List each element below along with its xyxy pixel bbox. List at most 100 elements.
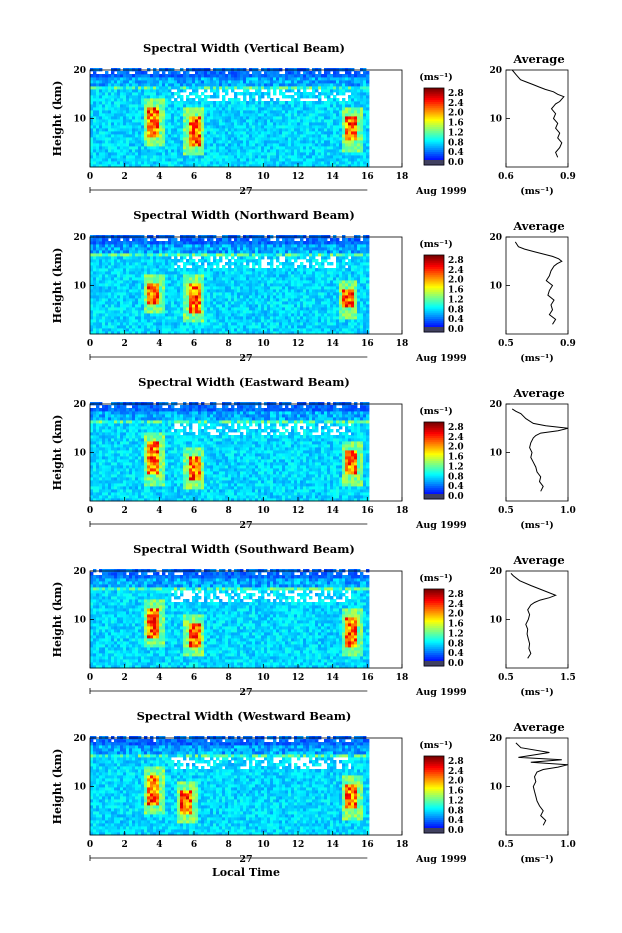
heatmap-cell bbox=[114, 104, 117, 107]
heatmap-cell bbox=[246, 280, 249, 283]
heatmap-cell bbox=[348, 310, 351, 313]
heatmap-cell bbox=[321, 328, 324, 331]
heatmap-cell bbox=[315, 140, 318, 143]
heatmap-cell bbox=[270, 271, 273, 274]
heatmap-cell bbox=[309, 316, 312, 319]
heatmap-cell bbox=[219, 116, 222, 119]
heatmap-cell bbox=[297, 146, 300, 149]
heatmap-cell bbox=[138, 158, 141, 161]
heatmap-cell bbox=[285, 277, 288, 280]
heatmap-cell bbox=[207, 325, 210, 328]
heatmap-cell bbox=[93, 310, 96, 313]
heatmap-cell bbox=[249, 307, 252, 310]
heatmap-cell bbox=[327, 125, 330, 128]
heatmap-cell bbox=[177, 319, 180, 322]
heatmap-cell bbox=[330, 277, 333, 280]
heatmap-cell bbox=[141, 286, 144, 289]
heatmap-cell bbox=[255, 116, 258, 119]
heatmap-cell bbox=[141, 158, 144, 161]
heatmap-cell bbox=[105, 283, 108, 286]
heatmap-cell bbox=[162, 77, 165, 80]
heatmap-cell bbox=[267, 319, 270, 322]
heatmap-cell bbox=[243, 71, 246, 74]
heatmap-cell bbox=[309, 143, 312, 146]
heatmap-cell bbox=[102, 304, 105, 307]
heatmap-cell bbox=[345, 292, 348, 295]
heatmap-cell bbox=[153, 131, 156, 134]
heatmap-cell bbox=[144, 110, 147, 113]
heatmap-cell bbox=[264, 107, 267, 110]
heatmap-cell bbox=[186, 146, 189, 149]
heatmap-cell bbox=[117, 128, 120, 131]
heatmap-cell bbox=[126, 89, 129, 92]
heatmap-cell bbox=[201, 146, 204, 149]
heatmap-cell bbox=[234, 161, 237, 164]
heatmap-cell bbox=[276, 307, 279, 310]
heatmap-cell bbox=[210, 125, 213, 128]
heatmap-cell bbox=[198, 95, 201, 98]
heatmap-cell bbox=[138, 125, 141, 128]
heatmap-cell bbox=[174, 155, 177, 158]
heatmap-cell bbox=[183, 271, 186, 274]
heatmap-cell bbox=[213, 319, 216, 322]
heatmap-cell bbox=[234, 80, 237, 83]
heatmap-cell bbox=[105, 304, 108, 307]
heatmap-cell bbox=[357, 295, 360, 298]
heatmap-cell bbox=[339, 107, 342, 110]
heatmap-cell bbox=[114, 158, 117, 161]
heatmap-cell bbox=[279, 125, 282, 128]
heatmap-cell bbox=[144, 119, 147, 122]
heatmap-cell bbox=[201, 313, 204, 316]
heatmap-cell bbox=[162, 313, 165, 316]
heatmap-cell bbox=[279, 316, 282, 319]
heatmap-cell bbox=[180, 283, 183, 286]
heatmap-cell bbox=[336, 286, 339, 289]
heatmap-cell bbox=[144, 104, 147, 107]
heatmap-cell bbox=[327, 146, 330, 149]
heatmap-cell bbox=[306, 155, 309, 158]
heatmap-cell bbox=[156, 107, 159, 110]
heatmap-cell bbox=[324, 313, 327, 316]
heatmap-cell bbox=[225, 316, 228, 319]
heatmap-cell bbox=[312, 125, 315, 128]
heatmap-cell bbox=[291, 155, 294, 158]
heatmap-cell bbox=[108, 283, 111, 286]
heatmap-cell bbox=[363, 80, 366, 83]
heatmap-cell bbox=[276, 113, 279, 116]
heatmap-cell bbox=[348, 286, 351, 289]
average-x-tick-label: 0.6 bbox=[498, 172, 514, 182]
heatmap-cell bbox=[258, 140, 261, 143]
heatmap-cell bbox=[279, 283, 282, 286]
heatmap-cell bbox=[234, 313, 237, 316]
heatmap-cell bbox=[363, 271, 366, 274]
heatmap-cell bbox=[318, 161, 321, 164]
heatmap-cell bbox=[198, 110, 201, 113]
heatmap-cell bbox=[333, 95, 336, 98]
heatmap-cell bbox=[312, 101, 315, 104]
heatmap-cell bbox=[186, 283, 189, 286]
heatmap-cell bbox=[204, 134, 207, 137]
heatmap-cell bbox=[330, 310, 333, 313]
heatmap-cell bbox=[255, 283, 258, 286]
heatmap-cell bbox=[255, 89, 258, 92]
heatmap-cell bbox=[150, 161, 153, 164]
heatmap-cell bbox=[195, 286, 198, 289]
heatmap-cell bbox=[177, 116, 180, 119]
heatmap-cell bbox=[312, 122, 315, 125]
heatmap-cell bbox=[90, 134, 93, 137]
heatmap-cell bbox=[285, 77, 288, 80]
heatmap-cell bbox=[195, 83, 198, 86]
heatmap-cell bbox=[126, 161, 129, 164]
colorbar-unit: (ms⁻¹) bbox=[419, 72, 453, 83]
heatmap-cell bbox=[309, 152, 312, 155]
heatmap-cell bbox=[171, 122, 174, 125]
heatmap-cell bbox=[333, 104, 336, 107]
heatmap-cell bbox=[147, 319, 150, 322]
heatmap-cell bbox=[168, 128, 171, 131]
heatmap-cell bbox=[348, 86, 351, 89]
heatmap-cell bbox=[228, 107, 231, 110]
heatmap-cell bbox=[321, 143, 324, 146]
heatmap-cell bbox=[165, 146, 168, 149]
heatmap-cell bbox=[108, 119, 111, 122]
heatmap-cell bbox=[207, 155, 210, 158]
